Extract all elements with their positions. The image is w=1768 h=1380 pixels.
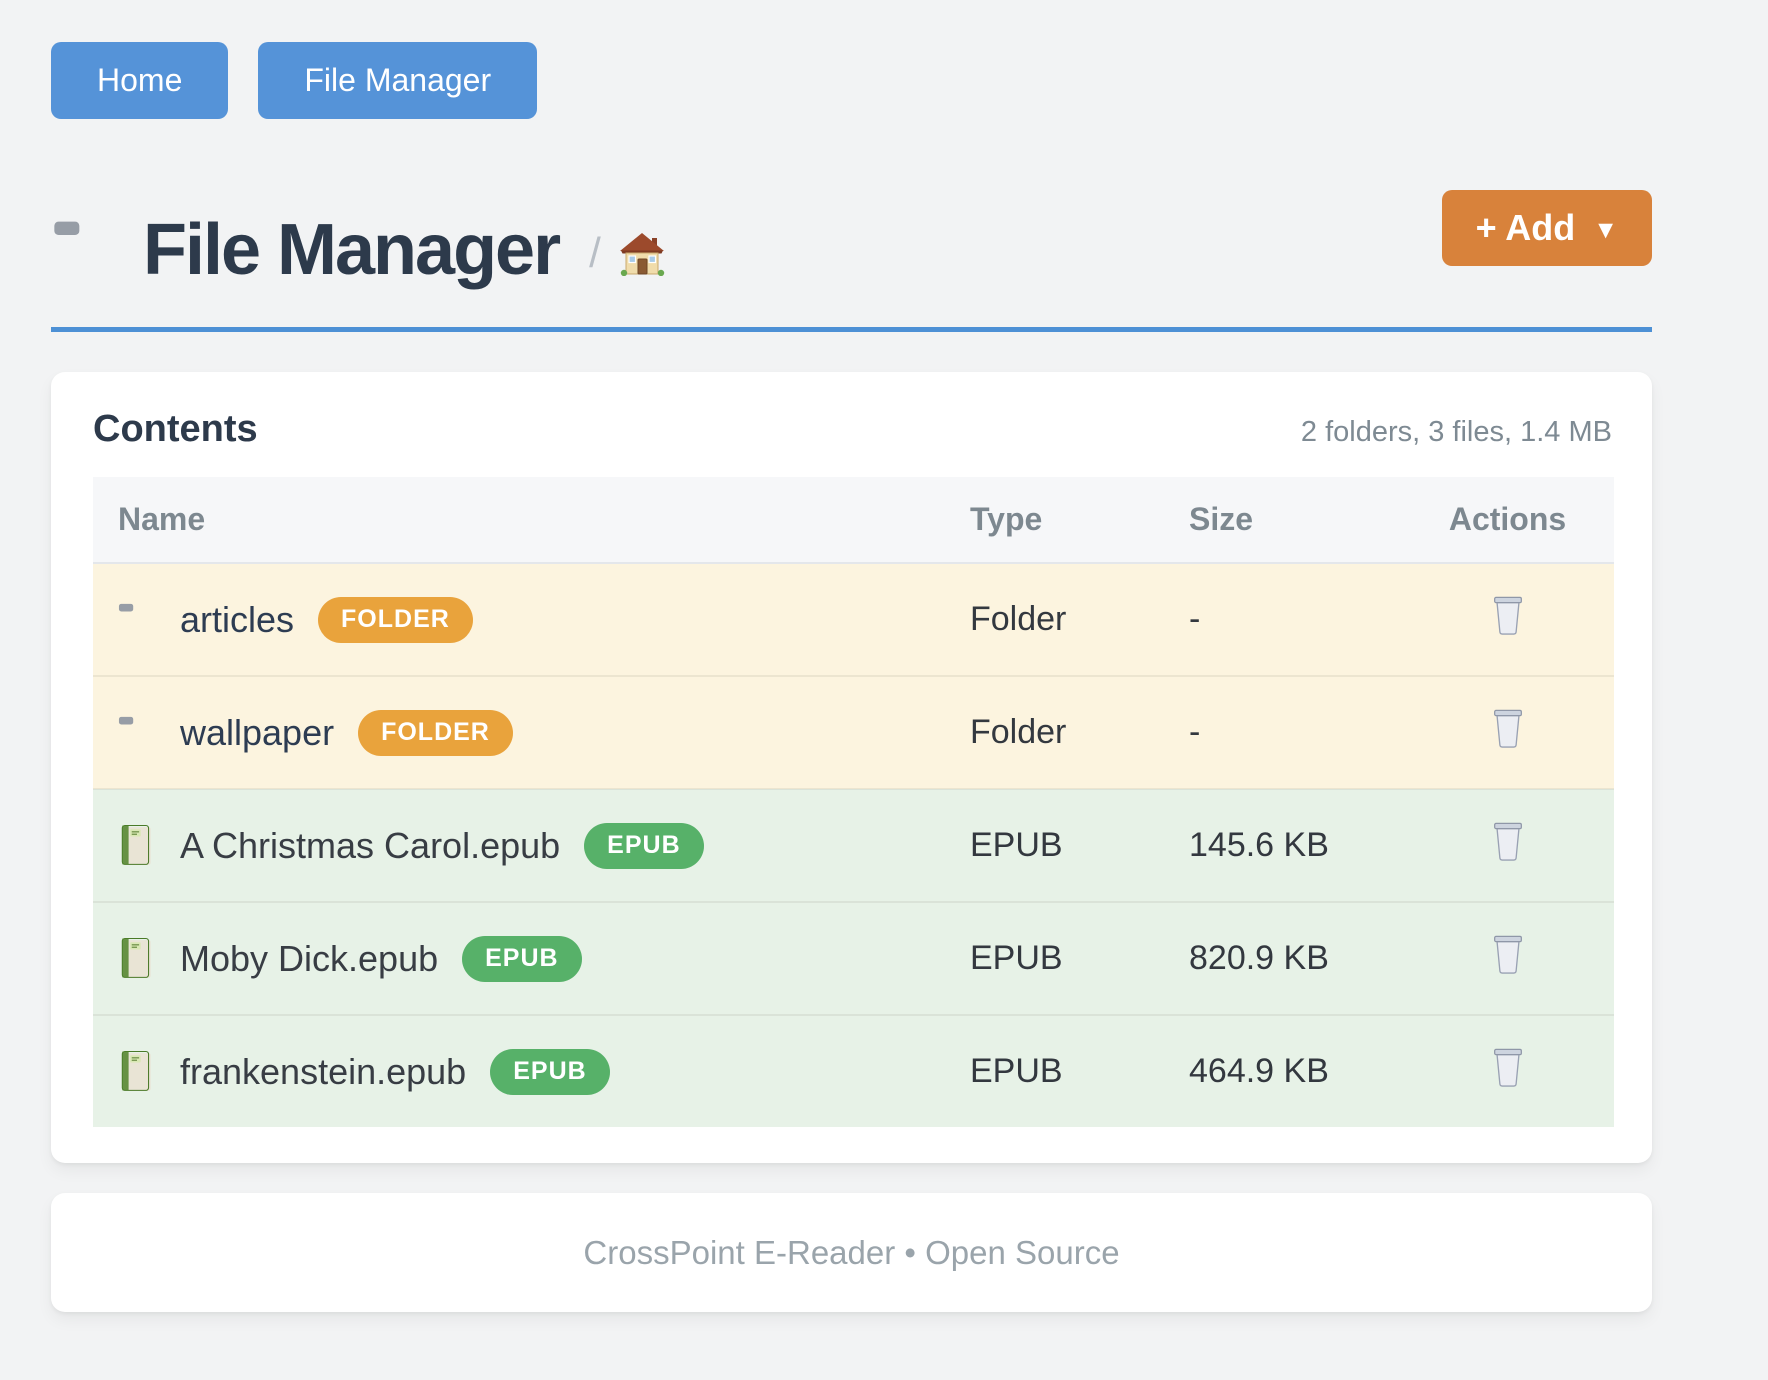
type-badge: EPUB bbox=[584, 822, 704, 869]
add-button-label: + Add bbox=[1475, 207, 1576, 248]
page-container: Home File Manager File Manager / + Add bbox=[51, 0, 1652, 1380]
table-row: Moby Dick.epub EPUB EPUB 820.9 KB bbox=[93, 901, 1614, 1015]
folder-icon bbox=[118, 599, 156, 641]
file-size: - bbox=[1164, 563, 1401, 676]
column-header-size: Size bbox=[1164, 477, 1401, 564]
nav-home-button[interactable]: Home bbox=[51, 42, 229, 119]
file-name[interactable]: articles bbox=[180, 598, 295, 640]
trash-icon[interactable] bbox=[1490, 934, 1526, 974]
file-name[interactable]: A Christmas Carol.epub bbox=[180, 824, 561, 866]
file-name[interactable]: wallpaper bbox=[180, 711, 335, 753]
column-header-type: Type bbox=[945, 477, 1164, 564]
file-table-header: Name Type Size Actions bbox=[93, 477, 1614, 564]
table-row: A Christmas Carol.epub EPUB EPUB 145.6 K… bbox=[93, 788, 1614, 902]
column-header-name: Name bbox=[93, 477, 945, 564]
table-row: frankenstein.epub EPUB EPUB 464.9 KB bbox=[93, 1014, 1614, 1127]
file-size: 145.6 KB bbox=[1164, 788, 1401, 902]
trash-icon[interactable] bbox=[1490, 1047, 1526, 1087]
footer-text: CrossPoint E-Reader • Open Source bbox=[583, 1233, 1120, 1271]
house-icon[interactable] bbox=[619, 232, 665, 276]
type-badge: FOLDER bbox=[358, 709, 513, 756]
folder-icon bbox=[51, 220, 121, 280]
caret-down-icon: ▼ bbox=[1593, 215, 1618, 244]
file-type: EPUB bbox=[945, 788, 1164, 902]
contents-card: Contents 2 folders, 3 files, 1.4 MB Name… bbox=[51, 372, 1652, 1163]
file-size: - bbox=[1164, 675, 1401, 789]
file-type: Folder bbox=[945, 675, 1164, 789]
nav-file-manager-button[interactable]: File Manager bbox=[258, 42, 538, 119]
book-icon bbox=[118, 937, 156, 980]
type-badge: EPUB bbox=[462, 935, 582, 982]
book-icon bbox=[118, 824, 156, 867]
column-header-actions: Actions bbox=[1401, 477, 1614, 564]
table-row: wallpaper FOLDER Folder - bbox=[93, 675, 1614, 789]
type-badge: EPUB bbox=[490, 1048, 610, 1095]
add-button[interactable]: + Add ▼ bbox=[1441, 190, 1652, 266]
top-navigation: Home File Manager bbox=[51, 42, 538, 119]
table-row: articles FOLDER Folder - bbox=[93, 563, 1614, 676]
trash-icon[interactable] bbox=[1490, 595, 1526, 635]
file-type: EPUB bbox=[945, 1014, 1164, 1127]
file-type: Folder bbox=[945, 563, 1164, 676]
file-table-body: articles FOLDER Folder - bbox=[93, 563, 1614, 1127]
file-table: Name Type Size Actions articles F bbox=[93, 477, 1614, 1127]
file-name[interactable]: frankenstein.epub bbox=[180, 1050, 467, 1092]
contents-summary: 2 folders, 3 files, 1.4 MB bbox=[1300, 416, 1612, 448]
file-name[interactable]: Moby Dick.epub bbox=[180, 937, 439, 979]
file-size: 820.9 KB bbox=[1164, 901, 1401, 1015]
type-badge: FOLDER bbox=[318, 596, 473, 643]
breadcrumb-separator: / bbox=[589, 229, 601, 276]
footer-card: CrossPoint E-Reader • Open Source bbox=[51, 1193, 1652, 1312]
page-title: File Manager bbox=[143, 210, 561, 290]
trash-icon[interactable] bbox=[1490, 708, 1526, 748]
page-header: File Manager / bbox=[51, 200, 665, 300]
file-size: 464.9 KB bbox=[1164, 1014, 1401, 1127]
contents-heading: Contents bbox=[93, 408, 258, 450]
trash-icon[interactable] bbox=[1490, 821, 1526, 861]
book-icon bbox=[118, 1050, 156, 1093]
folder-icon bbox=[118, 712, 156, 754]
contents-card-header: Contents 2 folders, 3 files, 1.4 MB bbox=[93, 408, 1612, 451]
file-type: EPUB bbox=[945, 901, 1164, 1015]
header-divider bbox=[51, 327, 1652, 332]
